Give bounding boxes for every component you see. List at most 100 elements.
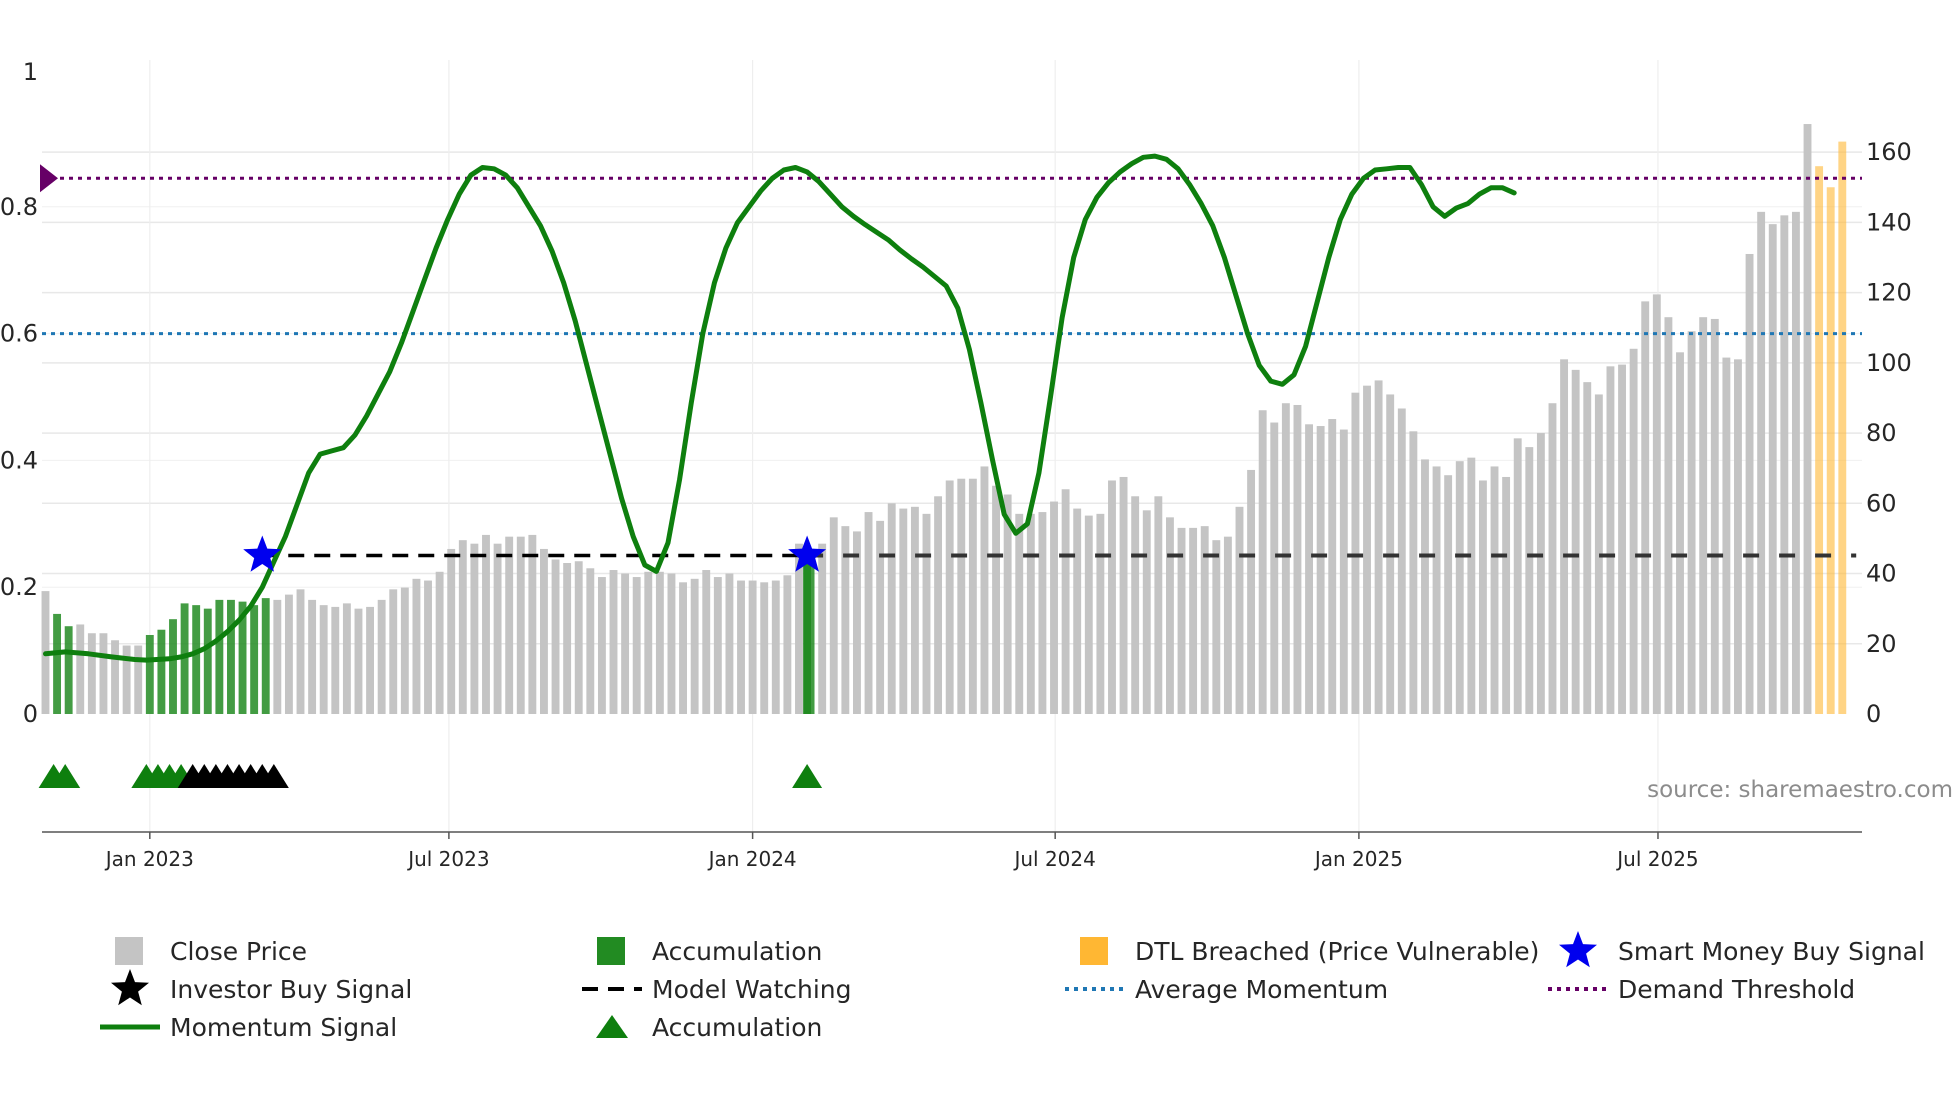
price-bar xyxy=(1583,382,1592,714)
price-bar xyxy=(795,543,803,714)
price-bar xyxy=(632,577,641,714)
price-bar xyxy=(308,599,317,714)
price-bar xyxy=(1710,318,1719,714)
accumulation-bar xyxy=(53,613,62,714)
price-bar xyxy=(319,605,328,714)
legend-dtl-swatch xyxy=(1080,937,1108,965)
accumulation-bar xyxy=(227,599,235,714)
price-bar xyxy=(1351,392,1360,714)
x-axis-tick-label: Jan 2024 xyxy=(707,847,797,871)
x-axis-tick-label: Jan 2025 xyxy=(1313,847,1403,871)
price-bar xyxy=(609,570,618,714)
right-axis-tick-label: 80 xyxy=(1866,419,1897,447)
price-bar xyxy=(1084,515,1093,714)
price-bar xyxy=(1061,489,1070,714)
price-bar xyxy=(1594,394,1603,714)
price-bar xyxy=(412,578,421,714)
price-bar xyxy=(887,503,896,714)
price-bar xyxy=(1305,424,1313,714)
price-bar xyxy=(435,571,444,714)
right-axis-tick-label: 140 xyxy=(1866,208,1912,236)
legend-momentum-label: Momentum Signal xyxy=(170,1013,397,1042)
price-bar xyxy=(1247,469,1256,714)
price-bar xyxy=(540,548,548,714)
accumulation-marker xyxy=(792,764,823,788)
price-bar xyxy=(482,534,490,714)
legend-accumulation-label: Accumulation xyxy=(652,937,822,966)
price-bar xyxy=(760,582,769,714)
price-bar xyxy=(644,571,653,714)
price-bar xyxy=(354,608,363,714)
legend-investor-buy-star xyxy=(111,969,149,1006)
price-bar xyxy=(493,543,502,714)
momentum-layer xyxy=(43,153,1517,663)
accumulation-bar xyxy=(215,599,224,714)
price-bar xyxy=(586,568,595,714)
price-bar xyxy=(748,580,757,714)
price-bar xyxy=(516,536,525,714)
price-bar xyxy=(1038,512,1047,714)
tick-labels: 0 0.2 0.4 0.6 0.8 1 0 20 40 60 80 100 120 140 160 Jan 2… xyxy=(0,58,1912,871)
price-bar xyxy=(864,512,873,714)
axes xyxy=(42,831,1862,839)
left-axis-tick-label: 0.2 xyxy=(0,573,38,601)
left-axis-tick-label: 0.8 xyxy=(0,193,38,221)
price-bar xyxy=(1142,510,1151,714)
price-bar xyxy=(1699,317,1708,714)
price-bar xyxy=(1467,457,1476,714)
price-bar xyxy=(1606,366,1615,714)
price-bar xyxy=(1687,331,1696,714)
price-bar xyxy=(1096,513,1105,714)
price-bar xyxy=(1281,403,1290,714)
price-bar xyxy=(400,587,409,714)
x-axis-tick-label: Jul 2024 xyxy=(1012,847,1095,871)
price-bar xyxy=(829,517,838,714)
price-bar xyxy=(111,640,119,714)
legend-investor-buy-label: Investor Buy Signal xyxy=(170,975,412,1004)
price-bar xyxy=(1328,419,1337,714)
price-bar xyxy=(841,526,850,714)
right-axis-tick-label: 40 xyxy=(1866,560,1897,588)
left-axis-tick-label: 0 xyxy=(23,700,38,728)
price-bar xyxy=(1490,466,1499,714)
price-bar xyxy=(1189,527,1198,714)
price-bar xyxy=(528,534,537,714)
accumulation-bar xyxy=(145,634,154,714)
legend-average-momentum-label: Average Momentum xyxy=(1135,975,1388,1004)
price-bar xyxy=(1455,461,1464,714)
accumulation-bar xyxy=(261,598,270,714)
price-bar xyxy=(1745,253,1754,714)
accumulation-bar xyxy=(238,601,247,714)
price-bar xyxy=(922,513,931,714)
left-axis-tick-label: 0.4 xyxy=(0,446,38,474)
price-bar xyxy=(597,577,606,714)
price-bar xyxy=(1212,540,1221,714)
legend-demand-threshold-label: Demand Threshold xyxy=(1618,975,1855,1004)
price-bar xyxy=(273,599,282,714)
price-bar xyxy=(1791,211,1800,714)
price-bar xyxy=(1629,348,1638,714)
price-bar xyxy=(876,520,885,714)
price-bar xyxy=(1421,459,1429,714)
smart-money-buy-star xyxy=(788,535,827,572)
legend-accumulation-marker-label: Accumulation xyxy=(652,1013,822,1042)
price-bar xyxy=(713,577,722,714)
price-bar xyxy=(1165,517,1174,714)
accumulation-marker xyxy=(50,764,81,788)
right-axis-tick-label: 120 xyxy=(1866,279,1912,307)
legend-model-watching-label: Model Watching xyxy=(652,975,852,1004)
price-bar xyxy=(1664,317,1673,714)
price-bar xyxy=(934,496,943,714)
price-bar xyxy=(563,563,572,714)
price-bar xyxy=(1223,536,1232,714)
x-axis-tick-label: Jul 2023 xyxy=(406,847,489,871)
source-label: source: sharemaestro.com xyxy=(1647,777,1953,803)
price-bar xyxy=(1780,215,1789,715)
price-bar xyxy=(1026,513,1035,714)
price-bar xyxy=(574,561,583,714)
price-bar xyxy=(1177,527,1186,714)
legend-accumulation-swatch xyxy=(597,937,625,965)
right-axis-tick-label: 60 xyxy=(1866,489,1897,517)
price-bar xyxy=(1652,294,1661,714)
price-bar xyxy=(1432,466,1441,714)
